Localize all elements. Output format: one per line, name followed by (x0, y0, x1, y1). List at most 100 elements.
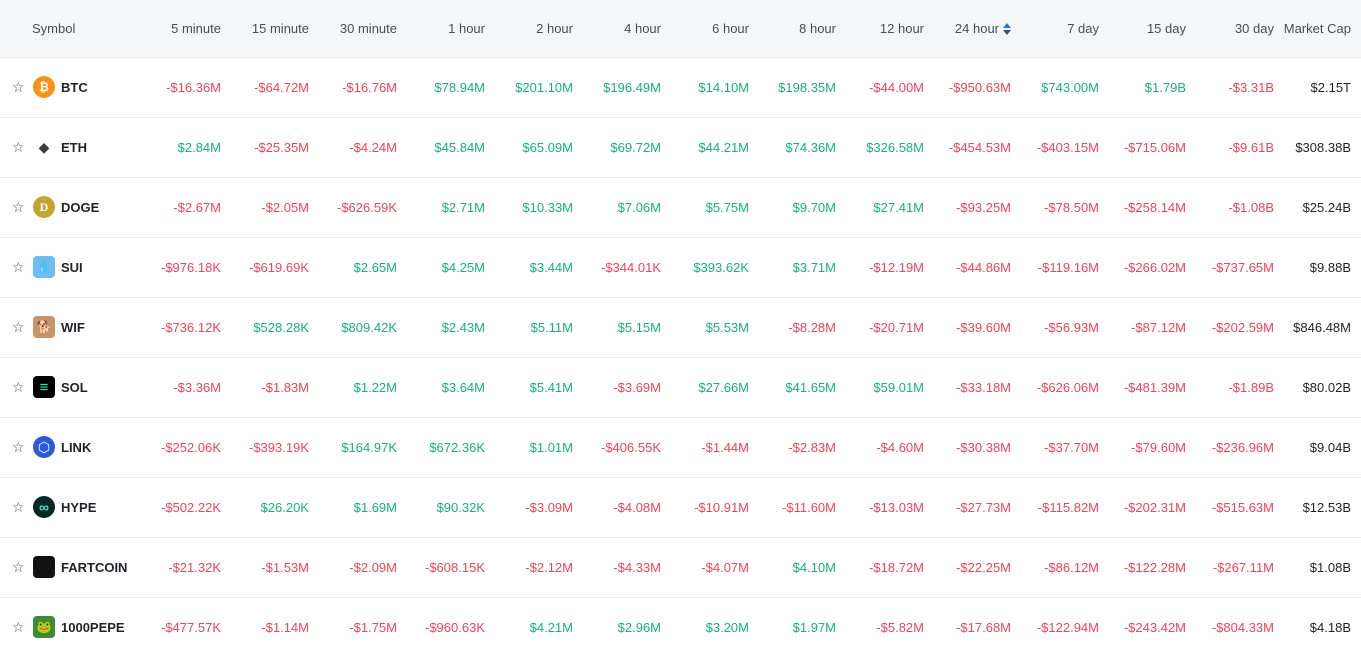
favorite-star-icon[interactable]: ☆ (12, 319, 25, 335)
net-flow-cell: -$115.82M (1037, 499, 1099, 515)
favorite-star-icon[interactable]: ☆ (12, 259, 25, 275)
net-flow-cell: $5.53M (705, 319, 749, 335)
net-flow-cell: -$16.36M (166, 79, 221, 95)
net-flow-cell: $3.71M (792, 259, 836, 275)
table-row[interactable]: ☆ FARTCOIN -$21.32K -$1.53M -$2.09M -$608.15K… (0, 537, 1361, 597)
table-row[interactable]: ☆ ≡ SOL -$3.36M -$1.83M $1.22M $3.64M $5.41M -$3… (0, 357, 1361, 417)
sort-descending-icon[interactable] (1003, 23, 1011, 36)
net-flow-cell: -$737.65M (1211, 259, 1274, 275)
dogwifhat-icon: 🐕 (33, 316, 55, 338)
symbol-name[interactable]: SUI (61, 259, 83, 275)
net-flow-cell: -$30.38M (956, 439, 1011, 455)
net-flow-cell: -$44.00M (869, 79, 924, 95)
column-header-label: 24 hour (954, 20, 999, 36)
symbol-cell: ☆ 🐸 1000PEPE (0, 597, 133, 657)
net-flow-cell: -$736.12K (161, 319, 221, 335)
net-flow-cell: -$25.35M (254, 139, 309, 155)
symbol-name[interactable]: SOL (61, 379, 88, 395)
symbol-name[interactable]: LINK (61, 439, 92, 455)
net-flow-cell: $2.96M (617, 619, 661, 635)
table-row[interactable]: ☆ 🐕 WIF -$736.12K $528.28K $809.42K $2.43M $5.1… (0, 297, 1361, 357)
net-flow-cell: $2.71M (441, 199, 485, 215)
net-flow-cell: $44.21M (698, 139, 749, 155)
favorite-star-icon[interactable]: ☆ (12, 139, 25, 155)
column-header-5-minute[interactable]: 5 minute (133, 0, 221, 57)
symbol-name[interactable]: BTC (61, 79, 88, 95)
column-header-1-hour[interactable]: 1 hour (397, 0, 485, 57)
net-flow-cell: -$4.60M (876, 439, 924, 455)
symbol-name[interactable]: DOGE (61, 199, 100, 215)
net-flow-cell: $2.43M (441, 319, 485, 335)
favorite-star-icon[interactable]: ☆ (12, 379, 25, 395)
table-row[interactable]: ☆ ⬡ LINK -$252.06K -$393.19K $164.97K $672.36K… (0, 417, 1361, 477)
table-row[interactable]: ☆ ∞ HYPE -$502.22K $26.20K $1.69M $90.32K -$3.0… (0, 477, 1361, 537)
column-header-label: 8 hour (799, 20, 836, 36)
net-flow-cell: -$122.94M (1036, 619, 1099, 635)
net-flow-cell: -$8.28M (788, 319, 836, 335)
favorite-star-icon[interactable]: ☆ (12, 559, 25, 575)
column-header-7-day[interactable]: 7 day (1011, 0, 1099, 57)
column-header-30-minute[interactable]: 30 minute (309, 0, 397, 57)
net-flow-cell: $5.75M (705, 199, 749, 215)
table-row[interactable]: ☆ D DOGE -$2.67M -$2.05M -$626.59K $2.71M $10.3… (0, 177, 1361, 237)
column-header-8-hour[interactable]: 8 hour (749, 0, 836, 57)
fartcoin-icon (33, 556, 55, 578)
column-header-2-hour[interactable]: 2 hour (485, 0, 573, 57)
symbol-name[interactable]: WIF (61, 319, 85, 335)
market-cap-cell: $2.15T (1310, 79, 1351, 95)
symbol-name[interactable]: HYPE (61, 499, 97, 515)
net-flow-cell: $27.66M (698, 379, 749, 395)
column-header-market-cap[interactable]: Market Cap (1283, 20, 1351, 36)
column-header-6-hour[interactable]: 6 hour (661, 0, 749, 57)
table-row[interactable]: ☆ 🐸 1000PEPE -$477.57K -$1.14M -$1.75M -$960.6… (0, 597, 1361, 657)
net-flow-cell: -$243.42M (1123, 619, 1186, 635)
net-flow-cell: -$20.71M (869, 319, 924, 335)
dogecoin-icon: D (33, 196, 55, 218)
net-flow-cell: -$17.68M (956, 619, 1011, 635)
net-flow-cell: -$79.60M (1131, 439, 1186, 455)
market-cap-cell: $846.48M (1293, 319, 1351, 335)
column-header-15-day[interactable]: 15 day (1099, 0, 1186, 57)
net-flow-cell: -$236.96M (1211, 439, 1274, 455)
net-flow-cell: $3.20M (705, 619, 749, 635)
market-cap-cell: $1.08B (1309, 559, 1351, 575)
symbol-name[interactable]: ETH (61, 139, 87, 155)
net-flow-cell: $326.58M (866, 139, 924, 155)
column-header-24-hour[interactable]: 24 hour (924, 0, 1011, 57)
net-flow-cell: -$515.63M (1211, 499, 1274, 515)
net-flow-cell: -$3.09M (525, 499, 573, 515)
column-header-12-hour[interactable]: 12 hour (836, 0, 924, 57)
favorite-star-icon[interactable]: ☆ (12, 619, 25, 636)
net-flow-cell: -$2.05M (261, 199, 309, 215)
net-flow-cell: $3.64M (441, 379, 485, 395)
net-flow-cell: -$4.24M (349, 139, 397, 155)
table-row[interactable]: ☆ 💧 SUI -$976.18K -$619.69K $2.65M $4.25M $3.44… (0, 237, 1361, 297)
net-flow-cell: -$804.33M (1211, 619, 1274, 635)
sui-droplet-icon: 💧 (33, 256, 55, 278)
favorite-star-icon[interactable]: ☆ (12, 79, 25, 95)
column-header-symbol[interactable]: Symbol (32, 20, 76, 36)
column-header-15-minute[interactable]: 15 minute (221, 0, 309, 57)
table-row[interactable]: ☆ ₿ BTC -$16.36M -$64.72M -$16.76M $78.94M $201… (0, 57, 1361, 117)
favorite-star-icon[interactable]: ☆ (12, 499, 25, 515)
table-row[interactable]: ☆ ◆ ETH $2.84M -$25.35M -$4.24M $45.84M $65.09M… (0, 117, 1361, 177)
net-flow-cell: $59.01M (873, 379, 924, 395)
net-flow-cell: -$2.09M (349, 559, 397, 575)
market-cap-cell: $80.02B (1302, 379, 1351, 395)
net-flow-cell: -$33.18M (956, 379, 1011, 395)
symbol-name[interactable]: 1000PEPE (61, 619, 125, 635)
column-header-label: 6 hour (712, 20, 749, 36)
favorite-star-icon[interactable]: ☆ (12, 199, 25, 215)
column-header-4-hour[interactable]: 4 hour (573, 0, 661, 57)
column-header-30-day[interactable]: 30 day (1186, 0, 1274, 57)
net-flow-cell: $743.00M (1041, 79, 1099, 95)
net-flow-cell: -$9.61B (1228, 139, 1274, 155)
net-flow-cell: -$86.12M (1044, 559, 1099, 575)
column-header-label: 2 hour (536, 20, 573, 36)
chainlink-icon: ⬡ (33, 436, 55, 458)
net-flow-cell: -$1.14M (261, 619, 309, 635)
favorite-star-icon[interactable]: ☆ (12, 439, 25, 455)
symbol-name[interactable]: FARTCOIN (61, 559, 128, 575)
net-flow-cell: $74.36M (785, 139, 836, 155)
net-flow-cell: $90.32K (436, 499, 485, 515)
